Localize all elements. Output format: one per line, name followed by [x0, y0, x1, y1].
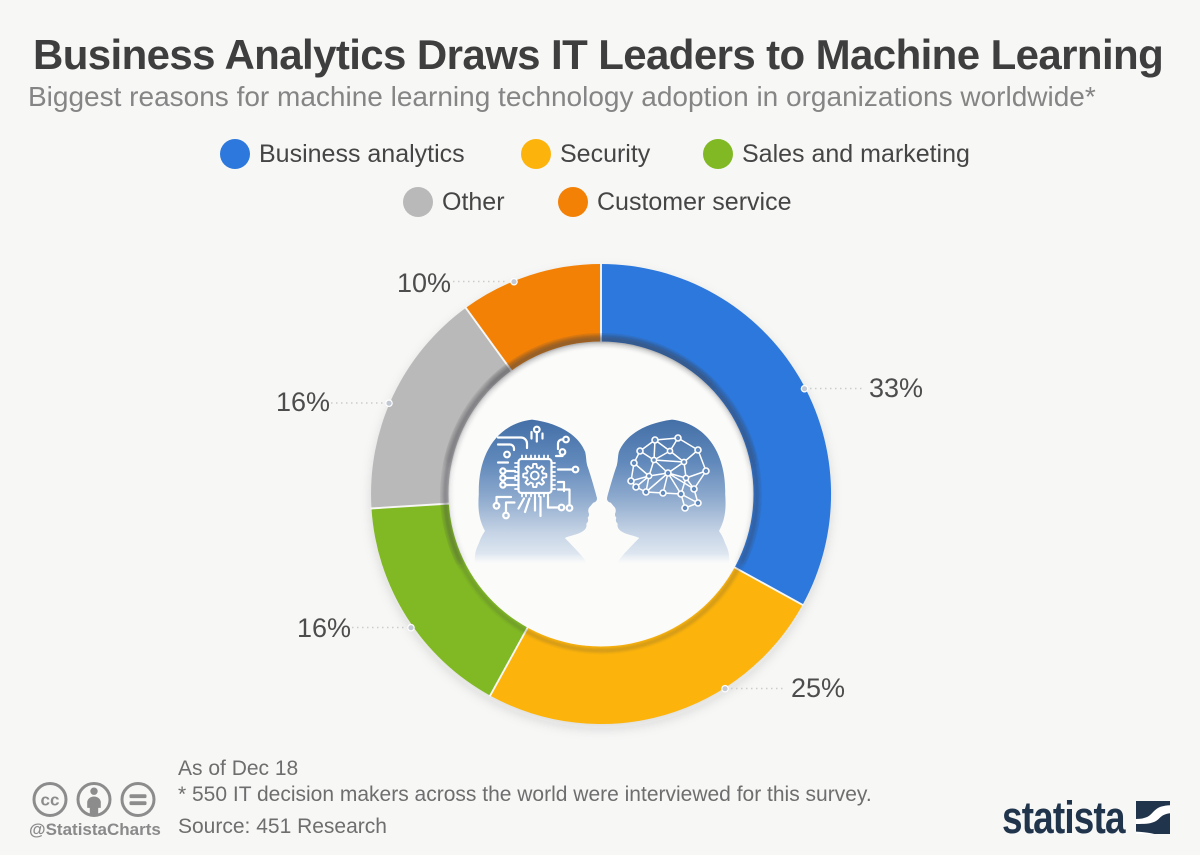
svg-text:cc: cc: [41, 791, 60, 810]
